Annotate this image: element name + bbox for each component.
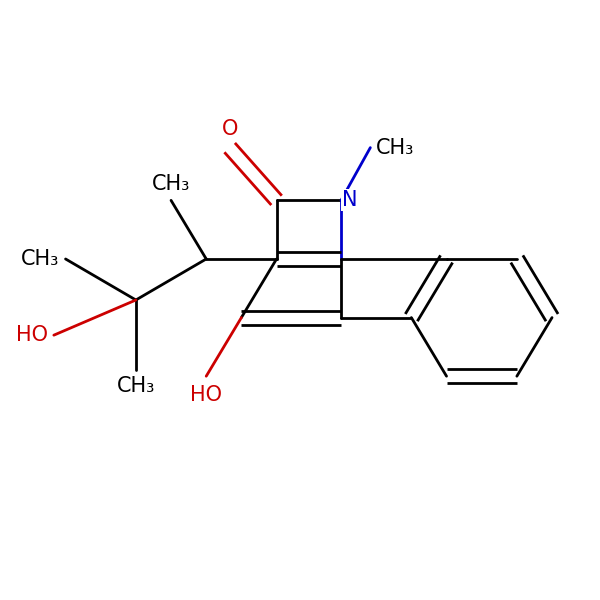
Text: CH₃: CH₃ [152,175,190,194]
Text: O: O [221,119,238,139]
Text: CH₃: CH₃ [117,376,155,396]
Text: CH₃: CH₃ [376,137,415,158]
Text: CH₃: CH₃ [22,249,59,269]
Text: N: N [342,190,358,211]
Text: HO: HO [190,385,222,405]
Text: HO: HO [16,325,48,345]
